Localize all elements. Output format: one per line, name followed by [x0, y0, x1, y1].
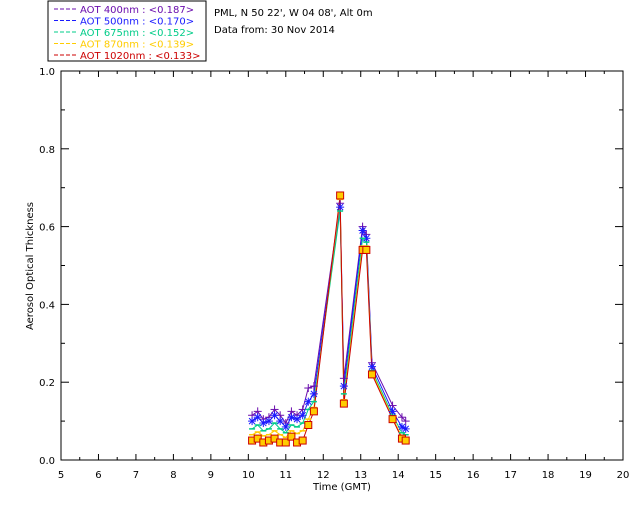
x-tick-label: 5 — [58, 470, 64, 481]
data-point — [397, 413, 406, 422]
series-layer — [248, 191, 410, 447]
legend-label: AOT 870nm : <0.139> — [80, 40, 194, 51]
legend-label: AOT 400nm : <0.187> — [80, 5, 194, 16]
data-point — [281, 438, 290, 447]
series-line-aot-675nm — [251, 210, 406, 436]
data-point — [293, 415, 302, 424]
x-tick-label: 19 — [579, 470, 592, 481]
x-axis-title: Time (GMT) — [312, 482, 371, 493]
legend-label: AOT 1020nm : <0.133> — [80, 51, 200, 62]
data-point — [339, 399, 348, 408]
x-tick-label: 20 — [617, 470, 630, 481]
data-point — [336, 191, 345, 200]
x-tick-label: 8 — [170, 470, 176, 481]
x-tick-label: 6 — [95, 470, 101, 481]
x-tick-label: 11 — [279, 470, 292, 481]
data-point — [339, 382, 348, 391]
x-tick-label: 13 — [354, 470, 367, 481]
data-point — [358, 226, 367, 235]
data-point — [367, 370, 376, 379]
x-tick-label: 14 — [392, 470, 405, 481]
data-point — [388, 407, 397, 416]
data-point — [367, 362, 376, 371]
data-point — [401, 424, 410, 433]
data-point — [401, 417, 410, 426]
site-info: PML, N 50 22', W 04 08', Alt 0m — [214, 8, 373, 19]
data-point — [401, 436, 410, 445]
y-tick-label: 0.4 — [39, 300, 55, 311]
data-point — [276, 417, 285, 426]
x-tick-label: 10 — [242, 470, 255, 481]
data-point — [287, 432, 296, 441]
data-point — [309, 382, 318, 391]
data-point — [253, 413, 262, 422]
data-point — [298, 411, 307, 420]
y-tick-label: 0.6 — [39, 223, 55, 234]
data-point — [336, 203, 345, 212]
x-tick-label: 18 — [542, 470, 555, 481]
data-point — [339, 374, 348, 383]
x-axis: 5 6 7 8 9 10 11 12 13 14 15 16 17 18 19 20 — [58, 71, 630, 481]
data-point — [309, 407, 318, 416]
data-point — [270, 411, 279, 420]
data-point — [309, 389, 318, 398]
x-tick-label: 15 — [429, 470, 442, 481]
y-axis-title: Aerosol Optical Thickness — [25, 202, 36, 330]
data-point — [304, 384, 313, 393]
data-point — [298, 436, 307, 445]
y-tick-label: 1.0 — [39, 67, 55, 78]
data-point — [264, 417, 273, 426]
x-tick-label: 9 — [208, 470, 214, 481]
y-tick-label: 0.8 — [39, 145, 55, 156]
legend-box — [47, 0, 207, 62]
data-point — [281, 422, 290, 431]
x-tick-label: 12 — [317, 470, 330, 481]
series-line-aot-870nm — [251, 199, 406, 440]
y-axis: 0.0 0.2 0.4 0.6 0.8 1.0 — [39, 67, 623, 467]
data-point — [259, 419, 268, 428]
data-point — [388, 415, 397, 424]
data-point — [397, 422, 406, 431]
data-point — [287, 413, 296, 422]
data-point — [304, 420, 313, 429]
data-point — [248, 417, 257, 426]
series-line-aot-1020nm — [251, 195, 406, 444]
y-tick-label: 0.2 — [39, 378, 55, 389]
legend-label: AOT 500nm : <0.170> — [80, 17, 194, 28]
legend: AOT 400nm : <0.187>AOT 500nm : <0.170>AO… — [47, 0, 207, 62]
y-tick-label: 0.0 — [39, 456, 55, 467]
x-tick-label: 17 — [504, 470, 517, 481]
data-point — [362, 245, 371, 254]
x-tick-label: 7 — [133, 470, 139, 481]
legend-label: AOT 675nm : <0.152> — [80, 28, 194, 39]
date-info: Data from: 30 Nov 2014 — [214, 25, 335, 36]
x-tick-label: 16 — [467, 470, 480, 481]
